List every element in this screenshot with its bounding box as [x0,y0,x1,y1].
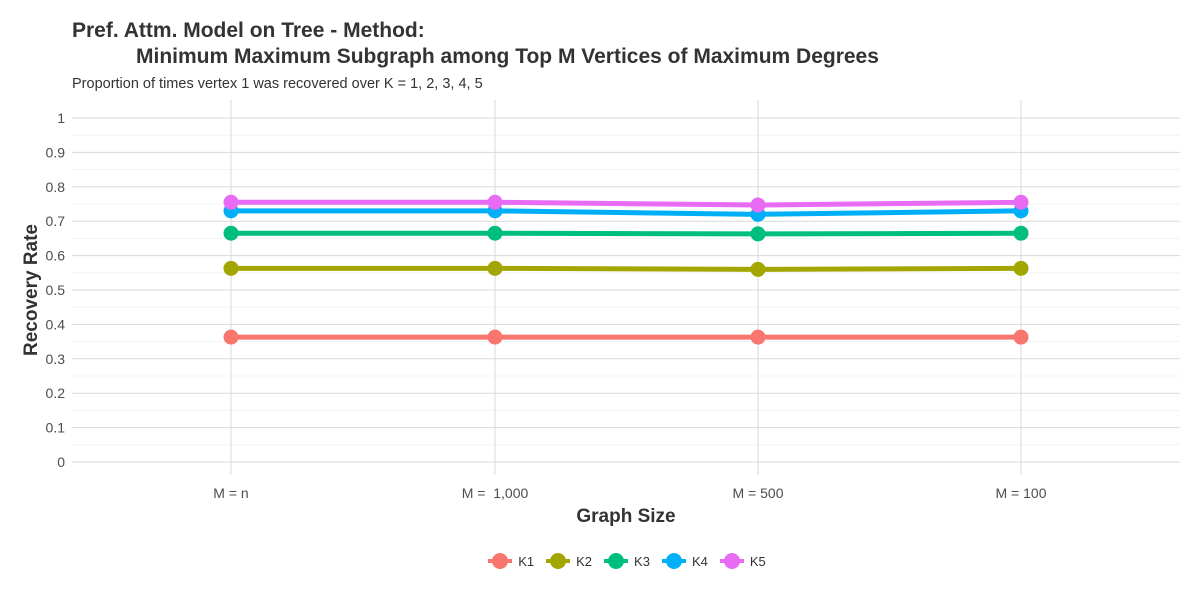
legend-item-k3: K3 [604,551,650,571]
x-tick-labels: M = n M = 1,000 M = 500 M = 100 [213,485,1046,501]
series-line-k2 [231,265,1022,272]
x-tick-label: M = n [213,485,248,501]
series-line-k5 [231,199,1022,208]
chart-title: Pref. Attm. Model on Tree - Method: Mini… [72,18,879,70]
legend-key-icon [546,551,571,571]
y-tick-label: 0.9 [46,144,66,160]
y-tick-labels: 0 0.1 0.2 0.3 0.4 0.5 0.6 0.7 0.8 0.9 1 [46,110,66,470]
series-line-k4 [231,208,1022,217]
legend-item-k4: K4 [661,551,708,571]
chart-subtitle: Proportion of times vertex 1 was recover… [72,76,483,92]
data-point-k5 [223,194,239,210]
legend-item-k1: K1 [488,551,534,571]
x-axis-title: Graph Size [576,506,675,527]
y-tick-label: 0.5 [46,282,66,298]
legend-label: K1 [518,553,535,569]
data-point-k3 [750,226,766,242]
legend-label: K4 [691,553,708,569]
data-point-k2 [750,261,766,277]
legend-label: K2 [576,553,593,569]
x-tick-label: M = 1,000 [462,485,529,501]
legend: K1 K2 K3 K4 K5 [0,551,1200,571]
y-tick-label: 0.2 [46,385,66,401]
y-axis-title: Recovery Rate [21,224,42,356]
y-tick-label: 0.1 [46,420,66,436]
data-point-k1 [223,329,239,345]
y-tick-label: 0.7 [46,213,66,229]
y-tick-label: 0.6 [46,248,66,264]
data-point-k1 [750,329,766,345]
chart-title-line-1: Pref. Attm. Model on Tree - Method: [72,19,425,42]
data-point-k1 [487,329,503,345]
y-tick-label: 0.8 [46,179,66,195]
x-tick-label: M = 100 [996,485,1047,501]
y-tick-label: 0.3 [46,351,66,367]
series-lines [231,199,1022,340]
legend-key-icon [661,551,686,571]
data-point-k5 [1013,194,1029,210]
data-point-k3 [1013,225,1029,241]
data-point-k5 [750,197,766,213]
y-tick-label: 0 [57,454,65,470]
y-tick-label: 0.4 [46,316,66,332]
y-tick-label: 1 [57,110,65,126]
chart-title-line-2: Minimum Maximum Subgraph among Top M Ver… [136,45,879,68]
legend-key-icon [488,551,513,571]
series-line-k3 [231,230,1022,237]
legend-label: K3 [634,553,650,569]
grid [72,100,1180,475]
data-point-k2 [1013,260,1029,276]
legend-item-k2: K2 [546,551,592,571]
legend-label: K5 [749,553,766,569]
legend-key-icon [719,551,744,571]
series-points [223,194,1029,345]
data-point-k1 [1013,329,1029,345]
data-point-k5 [487,194,503,210]
data-point-k3 [487,225,503,241]
data-point-k3 [223,225,239,241]
legend-item-k5: K5 [719,551,766,571]
data-point-k2 [223,260,239,276]
data-point-k2 [487,260,503,276]
legend-key-icon [604,551,629,571]
x-tick-label: M = 500 [733,485,784,501]
